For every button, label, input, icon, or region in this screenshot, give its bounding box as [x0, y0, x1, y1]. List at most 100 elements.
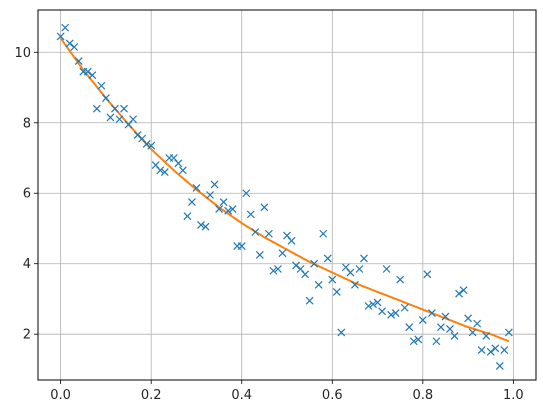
scatter-point [391, 309, 400, 317]
scatter-point [120, 104, 128, 113]
scatter-point [242, 189, 251, 198]
scatter-point [192, 184, 201, 192]
y-tick-label: 8 [23, 116, 31, 131]
scatter-point [237, 242, 246, 251]
scatter-point [65, 39, 74, 48]
scatter-point [382, 265, 391, 273]
scatter-point [423, 270, 432, 279]
x-tick-label: 0.4 [231, 388, 252, 403]
scatter-point [369, 300, 377, 309]
scatter-point [97, 81, 106, 90]
scatter-point [160, 168, 169, 177]
scatter-point [323, 254, 332, 263]
scatter-point [255, 250, 264, 259]
scatter-point [378, 307, 386, 316]
scatter-point [360, 254, 368, 263]
scatter-point [269, 266, 278, 275]
y-tick-label: 4 [23, 257, 31, 272]
scatter-point [446, 324, 454, 333]
scatter-point [400, 303, 409, 312]
scatter-point [409, 337, 418, 346]
scatter-point [319, 229, 328, 238]
scatter-point [450, 332, 459, 340]
scatter-point [387, 310, 396, 319]
y-tick-label: 10 [14, 46, 31, 61]
scatter-point [437, 323, 445, 332]
scatter-point [260, 203, 269, 212]
scatter-point [464, 314, 473, 323]
scatter-point [224, 206, 233, 215]
y-tick-label: 2 [23, 328, 31, 343]
scatter-point [305, 296, 314, 305]
scatter-point [264, 229, 273, 238]
scatter-point [147, 141, 156, 150]
x-tick-label: 0.0 [50, 388, 71, 403]
scatter-point [287, 236, 296, 245]
scatter-point [373, 298, 382, 307]
y-axis-ticks: 2 4 6 8 10 [14, 46, 38, 343]
scatter-point [197, 221, 205, 229]
scatter-point [414, 335, 423, 344]
scatter-point [455, 289, 463, 298]
scatter-point [355, 265, 364, 273]
scatter-point [310, 259, 319, 268]
scatter-point [88, 71, 97, 80]
scatter-point [70, 43, 79, 51]
scatter-point [495, 361, 504, 370]
x-axis-ticks: 0.0 0.2 0.4 0.6 0.8 1.0 [50, 380, 524, 403]
scatter-point [92, 104, 101, 113]
scatter-point [188, 198, 196, 206]
scatter-point [477, 346, 486, 354]
scatter-point [500, 346, 509, 354]
scatter-point [364, 302, 373, 310]
scatter-point [482, 332, 491, 340]
scatter-point [61, 23, 70, 32]
x-tick-label: 0.2 [141, 388, 162, 403]
scatter-point [468, 328, 477, 337]
scatter-point [473, 319, 482, 328]
scatter-point [350, 280, 359, 289]
scatter-point [201, 222, 210, 231]
scatter-point [328, 275, 337, 284]
scatter-point [486, 347, 495, 356]
scatter-point [74, 57, 83, 66]
scatter-point [314, 280, 323, 289]
scatter-point [405, 323, 414, 332]
scatter-point [83, 67, 92, 76]
scatter-point [210, 180, 219, 189]
scatter-point [337, 328, 346, 337]
x-tick-label: 0.8 [412, 388, 433, 403]
scatter-point [56, 32, 65, 41]
scatter-point [278, 249, 287, 258]
scatter-point [292, 261, 300, 270]
scatter-point [427, 309, 436, 317]
y-tick-label: 6 [23, 187, 31, 202]
scatter-point [111, 104, 119, 113]
scatter-point [432, 337, 441, 346]
scatter-points-layer [56, 23, 513, 370]
axes-frame [37, 9, 537, 381]
scatter-point [156, 166, 165, 175]
scatter-point [346, 268, 355, 277]
scatter-point [459, 286, 468, 295]
scatter-point [504, 328, 513, 337]
x-tick-label: 1.0 [503, 388, 524, 403]
scatter-point [332, 287, 341, 296]
scatter-point [129, 115, 137, 124]
scatter-point [178, 166, 187, 175]
scatter-point [174, 159, 183, 168]
scatter-point [115, 115, 124, 124]
scatter-point [106, 113, 115, 122]
scatter-point [246, 210, 255, 219]
scatter-point [301, 270, 310, 279]
scatter-point [418, 316, 427, 325]
grid-lines [38, 10, 536, 380]
x-tick-label: 0.6 [322, 388, 343, 403]
scatter-point [228, 205, 237, 214]
scatter-point [274, 265, 282, 273]
scatter-point [101, 94, 110, 103]
scatter-point [251, 228, 260, 236]
scatter-point [133, 131, 142, 140]
